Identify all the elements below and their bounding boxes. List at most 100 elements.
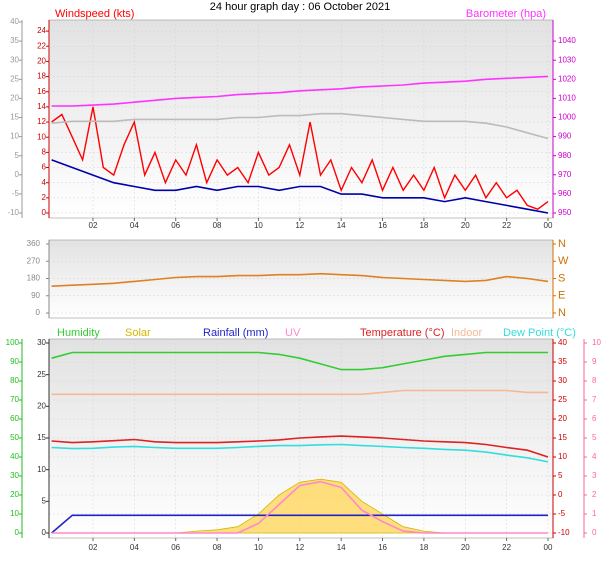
series-line — [51, 351, 548, 371]
legend-label: Solar — [125, 327, 151, 339]
x-tick-label: 22 — [502, 221, 511, 230]
legend-label: Barometer (hpa) — [466, 8, 546, 20]
y-tick-label: S — [558, 272, 565, 284]
y-tick-label: 360 — [27, 239, 41, 248]
y-tick-label: 25 — [37, 370, 46, 379]
legend-label: UV — [285, 327, 301, 339]
y-tick-label: 970 — [558, 170, 572, 179]
y-tick-label: 6 — [42, 163, 47, 172]
y-tick-label: 0 — [558, 490, 563, 499]
x-tick-label: 08 — [213, 543, 222, 552]
x-tick-label: 00 — [544, 221, 553, 230]
series-line — [51, 75, 549, 107]
y-tick-label: 20 — [37, 401, 46, 410]
graph-title: 24 hour graph day : 06 October 2021 — [210, 1, 390, 13]
y-tick-label: 1 — [592, 509, 597, 518]
y-tick-label: 50 — [10, 433, 19, 442]
x-tick-label: 04 — [130, 221, 139, 230]
x-tick-label: 08 — [213, 221, 222, 230]
y-tick-label: 60 — [10, 414, 19, 423]
y-tick-label: 10 — [10, 132, 19, 141]
y-tick-label: 15 — [37, 433, 46, 442]
y-tick-label: 10 — [558, 452, 567, 461]
y-tick-label: 0 — [15, 528, 20, 537]
y-tick-label: 20 — [558, 414, 567, 423]
x-tick-label: 14 — [337, 543, 346, 552]
y-tick-label: 20 — [10, 490, 19, 499]
y-tick-label: 30 — [37, 338, 46, 347]
plot-area — [48, 239, 554, 319]
x-tick-label: 04 — [130, 543, 139, 552]
series-line — [51, 480, 548, 534]
y-tick-label: -10 — [558, 528, 570, 537]
plot-area — [48, 19, 554, 219]
y-tick-label: 12 — [37, 117, 46, 126]
y-tick-label: 5 — [558, 471, 563, 480]
legend-label: Humidity — [57, 327, 100, 339]
legend-label: Temperature (°C) — [360, 327, 444, 339]
y-tick-label: 0 — [36, 308, 41, 317]
y-tick-label: N — [558, 238, 566, 250]
legend-label: Dew Point (°C) — [503, 327, 576, 339]
x-tick-label: 12 — [295, 543, 304, 552]
y-tick-label: 180 — [27, 274, 41, 283]
x-tick-label: 20 — [461, 543, 470, 552]
x-tick-label: 10 — [254, 543, 263, 552]
y-tick-label: 20 — [37, 57, 46, 66]
x-tick-label: 10 — [254, 221, 263, 230]
y-tick-label: 80 — [10, 376, 19, 385]
y-tick-label: 40 — [10, 452, 19, 461]
y-tick-label: 0 — [42, 208, 47, 217]
y-tick-label: 950 — [558, 208, 572, 217]
y-tick-label: 25 — [10, 74, 19, 83]
y-tick-label: 4 — [42, 178, 47, 187]
y-tick-label: 8 — [592, 376, 597, 385]
x-tick-label: 16 — [378, 543, 387, 552]
y-tick-label: 2 — [42, 193, 47, 202]
x-tick-label: 00 — [544, 543, 553, 552]
y-tick-label: 990 — [558, 132, 572, 141]
series-line — [51, 514, 548, 534]
y-tick-label: 1000 — [558, 113, 576, 122]
y-tick-label: 35 — [558, 357, 567, 366]
y-tick-label: 25 — [558, 395, 567, 404]
y-tick-label: W — [558, 255, 569, 267]
x-tick-label: 12 — [295, 221, 304, 230]
y-tick-label: 10 — [10, 509, 19, 518]
y-tick-label: 24 — [37, 26, 46, 35]
y-tick-label: 30 — [558, 376, 567, 385]
y-tick-label: 40 — [10, 17, 19, 26]
y-tick-label: 8 — [42, 147, 47, 156]
y-tick-label: 90 — [10, 357, 19, 366]
y-tick-label: 70 — [10, 395, 19, 404]
y-tick-label: 1020 — [558, 74, 576, 83]
y-tick-label: 30 — [10, 471, 19, 480]
y-tick-label: 30 — [10, 55, 19, 64]
x-tick-label: 06 — [171, 221, 180, 230]
y-tick-label: 14 — [37, 102, 46, 111]
series-line — [51, 435, 549, 458]
x-tick-label: 22 — [502, 543, 511, 552]
x-tick-label: 06 — [171, 543, 180, 552]
series-line — [51, 389, 548, 396]
y-tick-label: E — [558, 290, 565, 302]
y-tick-label: 5 — [42, 496, 47, 505]
y-tick-label: 270 — [27, 256, 41, 265]
y-tick-label: 9 — [592, 357, 597, 366]
y-tick-label: 16 — [37, 87, 46, 96]
series-line — [51, 272, 549, 287]
x-tick-label: 18 — [419, 221, 428, 230]
y-tick-label: 35 — [10, 36, 19, 45]
y-tick-label: 3 — [592, 471, 597, 480]
x-tick-label: 02 — [89, 221, 98, 230]
y-tick-label: N — [558, 307, 566, 319]
legend-label: Rainfall (mm) — [203, 327, 268, 339]
y-tick-label: 10 — [592, 338, 601, 347]
y-tick-label: 7 — [592, 395, 597, 404]
y-tick-label: 5 — [15, 151, 20, 160]
y-tick-label: 980 — [558, 151, 572, 160]
y-tick-label: 15 — [558, 433, 567, 442]
y-tick-label: 0 — [15, 170, 20, 179]
series-line — [51, 106, 549, 210]
y-tick-label: 20 — [10, 94, 19, 103]
